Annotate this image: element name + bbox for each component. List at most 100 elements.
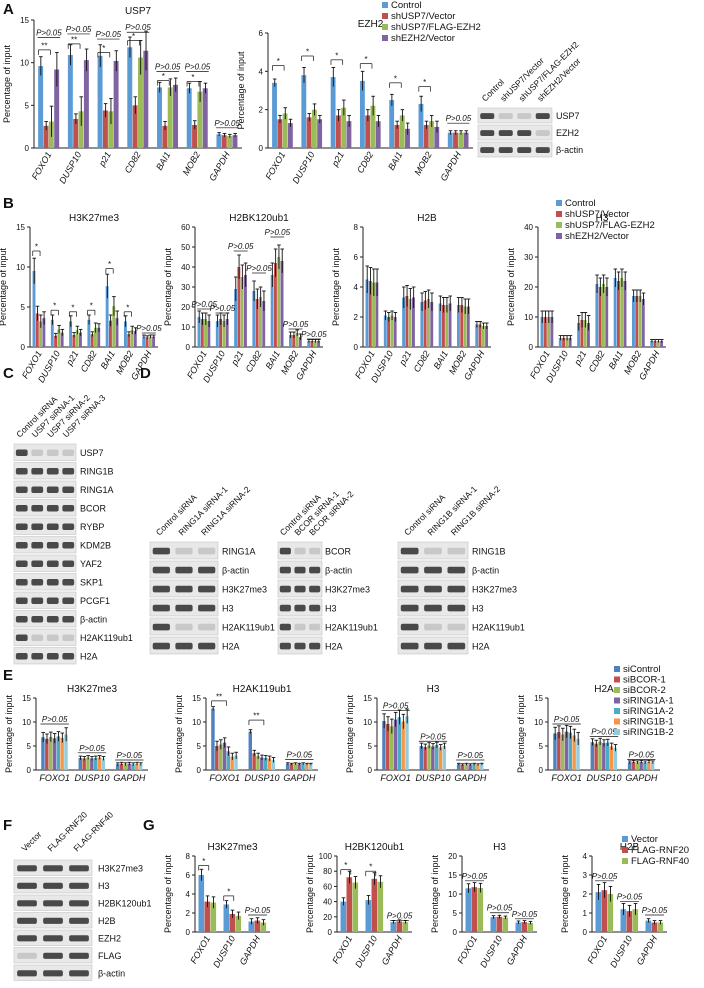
bar-b1-6-0 bbox=[142, 336, 146, 347]
bar-b3-0-3 bbox=[375, 282, 379, 347]
significance-star: * bbox=[191, 73, 194, 82]
p-value-label: P>0.05 bbox=[387, 911, 413, 920]
bar-b2-4-3 bbox=[280, 261, 284, 347]
bar-b3-2-1 bbox=[405, 296, 409, 347]
bar-g2-2-0 bbox=[390, 922, 397, 932]
blot-row-label: H2B bbox=[98, 916, 116, 926]
legend-swatch bbox=[614, 708, 620, 714]
bar-g3-0-2 bbox=[477, 887, 484, 932]
blot-band bbox=[152, 642, 170, 650]
bar-g4-2-1 bbox=[651, 922, 658, 932]
y-tick-label: 60 bbox=[181, 223, 190, 232]
y-tick-label: 0 bbox=[259, 144, 264, 153]
blot-band bbox=[294, 604, 306, 612]
bar-e2-2-4 bbox=[301, 763, 305, 770]
bar-b2-2-0 bbox=[234, 289, 238, 347]
blot-row-label: H3K27me3 bbox=[222, 584, 267, 594]
bar-b1-1-2 bbox=[57, 329, 61, 347]
p-value-label: P>0.05 bbox=[214, 119, 240, 128]
blot-strip bbox=[13, 462, 77, 480]
blot-band bbox=[294, 585, 306, 593]
bar-a2-4-2 bbox=[399, 115, 405, 148]
blot-band bbox=[175, 566, 193, 574]
bar-a1-3-2 bbox=[138, 57, 143, 149]
bar-e1-1-3 bbox=[90, 758, 94, 770]
bar-g1-1-1 bbox=[229, 913, 236, 932]
bar-e1-2-6 bbox=[138, 764, 143, 770]
bar-e1-0-4 bbox=[56, 736, 61, 770]
blot-band bbox=[69, 900, 89, 907]
bar-b2-6-1 bbox=[310, 341, 314, 347]
legend-label: siRING1A-2 bbox=[623, 706, 674, 717]
bar-b4-1-1 bbox=[562, 338, 566, 347]
significance-star: ** bbox=[253, 712, 259, 721]
blot-band bbox=[17, 935, 37, 942]
bar-b1-5-0 bbox=[123, 321, 127, 347]
blot-band bbox=[15, 505, 28, 512]
y-tick-label: 50 bbox=[181, 243, 190, 252]
bar-a1-5-2 bbox=[197, 91, 203, 148]
bar-e4-2-6 bbox=[650, 762, 655, 770]
significance-star: * bbox=[365, 55, 368, 64]
significance-star: * bbox=[394, 74, 397, 83]
bar-e3-1-6 bbox=[442, 746, 447, 770]
bar-e2-2-0 bbox=[285, 763, 290, 770]
blot-band bbox=[31, 523, 44, 531]
category-label: p21 bbox=[572, 349, 589, 368]
blot-row-label: BCOR bbox=[325, 546, 352, 556]
legend-e: siControlsiBCOR-1siBCOR-2siRING1A-1siRIN… bbox=[614, 664, 674, 738]
bar-b4-1-3 bbox=[568, 338, 572, 347]
blot-band bbox=[294, 623, 306, 631]
bar-b2-6-0 bbox=[307, 341, 311, 347]
bar-e4-1-1 bbox=[594, 743, 598, 770]
y-tick-label: 10 bbox=[448, 890, 457, 899]
bar-a1-6-1 bbox=[221, 135, 227, 148]
bar-e1-1-5 bbox=[97, 757, 102, 770]
bar-g3-0-1 bbox=[471, 887, 478, 932]
category-label: FOXO1 bbox=[455, 934, 479, 965]
bar-a2-4-3 bbox=[405, 128, 410, 148]
blot-band bbox=[15, 468, 28, 475]
bar-a2-0-3 bbox=[287, 123, 293, 148]
blot-row-label: H3K27me3 bbox=[325, 584, 370, 594]
bar-g3-2-0 bbox=[515, 922, 522, 932]
bar-b2-5-1 bbox=[292, 335, 296, 347]
legend-label: Control bbox=[565, 198, 596, 209]
blot-band bbox=[15, 653, 28, 660]
blot-band bbox=[279, 604, 291, 612]
blot-band bbox=[46, 505, 59, 512]
bar-b3-3-0 bbox=[420, 302, 424, 347]
bar-a1-1-0 bbox=[67, 54, 73, 149]
panel-label-d: D bbox=[140, 365, 151, 382]
blot-row-label: H3K27me3 bbox=[472, 584, 517, 594]
bar-a2-3-0 bbox=[359, 80, 365, 148]
bar-b2-1-0 bbox=[215, 321, 219, 347]
blot-band bbox=[447, 585, 466, 593]
bar-e3-2-2 bbox=[464, 764, 469, 770]
bar-e2-1-3 bbox=[260, 757, 264, 770]
bar-g1-2-1 bbox=[254, 920, 261, 932]
significance-annotations: P>0.05**P>0.05**P>0.05*P>0.05*P>0.05*P>0… bbox=[32, 23, 668, 921]
blot-band bbox=[424, 566, 442, 574]
blot-band bbox=[15, 634, 28, 642]
bar-e2-1-6 bbox=[271, 759, 276, 770]
bar-b3-0-2 bbox=[372, 282, 376, 347]
blot-band bbox=[309, 642, 321, 650]
bar-b4-5-2 bbox=[638, 296, 642, 347]
bar-b4-6-2 bbox=[656, 341, 660, 347]
bar-a2-3-2 bbox=[370, 105, 376, 148]
bar-e3-0-3 bbox=[393, 719, 398, 770]
blot-row-label: RING1B bbox=[80, 467, 114, 477]
category-label: DUSP10 bbox=[608, 934, 634, 969]
blot-row-label: EZH2 bbox=[556, 128, 579, 138]
bar-e2-2-2 bbox=[293, 763, 298, 770]
category-label: GAPDH bbox=[113, 773, 146, 783]
bar-b1-4-3 bbox=[115, 318, 119, 347]
bar-e1-0-0 bbox=[41, 737, 45, 770]
blot-band bbox=[62, 634, 75, 642]
blot-band bbox=[43, 935, 63, 942]
blot-band bbox=[175, 604, 193, 612]
bar-e1-2-0 bbox=[115, 764, 120, 770]
bar-g1-2-0 bbox=[248, 921, 255, 932]
